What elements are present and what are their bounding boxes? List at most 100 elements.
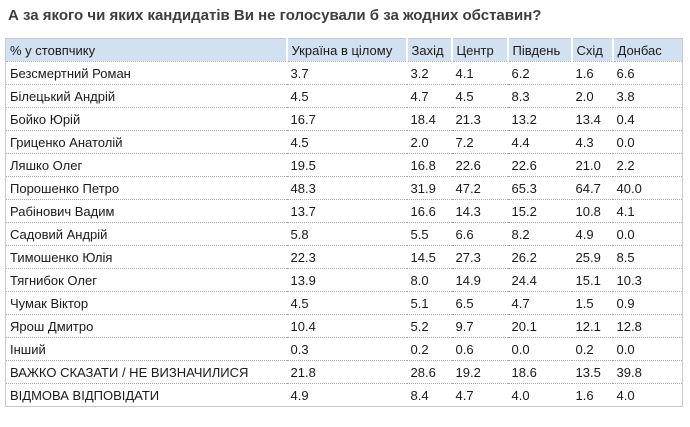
value-cell: 6.2 (511, 65, 530, 81)
value-cell: 0.2 (575, 341, 594, 357)
value-cell: 4.7 (455, 387, 474, 403)
column-header-south: Південь (506, 38, 572, 62)
table-row: Ярош Дмитро 10.4 5.2 9.7 20.1 12.1 12.8 (5, 315, 683, 338)
value-cell: 5.1 (410, 295, 429, 311)
value-cell: 5.8 (290, 226, 309, 242)
value-cell: 1.6 (575, 65, 594, 81)
value-cell: 0.0 (616, 226, 635, 242)
value-cell: 9.7 (455, 318, 474, 334)
value-cell: 18.6 (511, 364, 537, 380)
value-cell: 18.4 (410, 111, 436, 127)
value-cell: 10.3 (616, 272, 642, 288)
candidate-name-cell: Чумак Віктор (10, 295, 89, 311)
candidate-name-cell: Ляшко Олег (10, 157, 83, 173)
value-cell: 3.2 (410, 65, 429, 81)
value-cell: 8.5 (616, 249, 635, 265)
table-row: Інший 0.3 0.2 0.6 0.0 0.2 0.0 (5, 338, 683, 361)
candidate-name-cell: Бойко Юрій (10, 111, 81, 127)
value-cell: 4.5 (290, 134, 309, 150)
value-cell: 4.3 (575, 134, 594, 150)
value-cell: 0.4 (616, 111, 635, 127)
value-cell: 47.2 (455, 180, 481, 196)
column-header-ukraine-total: Україна в цілому (285, 38, 407, 62)
value-cell: 31.9 (410, 180, 436, 196)
corner-header-percent-in-column: % у стовпчику (5, 38, 287, 62)
value-cell: 14.5 (410, 249, 436, 265)
value-cell: 4.1 (455, 65, 474, 81)
value-cell: 2.0 (575, 88, 594, 104)
table-row: Тягнибок Олег 13.9 8.0 14.9 24.4 15.1 10.3 (5, 269, 683, 292)
value-cell: 4.5 (290, 295, 309, 311)
value-cell: 5.2 (410, 318, 429, 334)
value-cell: 64.7 (575, 180, 601, 196)
value-cell: 21.8 (290, 364, 316, 380)
value-cell: 4.7 (511, 295, 530, 311)
candidate-name-cell: Безсмертний Роман (10, 65, 131, 81)
candidate-name-cell: ВІДМОВА ВІДПОВІДАТИ (10, 387, 160, 403)
value-cell: 27.3 (455, 249, 481, 265)
page-title: А за якого чи яких кандидатів Ви не голо… (8, 7, 542, 24)
value-cell: 65.3 (511, 180, 537, 196)
value-cell: 4.1 (616, 203, 635, 219)
candidate-name-cell: Білецький Андрій (10, 88, 116, 104)
value-cell: 15.2 (511, 203, 537, 219)
table-row: ВАЖКО СКАЗАТИ / НЕ ВИЗНАЧИЛИСЯ 21.8 28.6 19… (5, 361, 683, 384)
table-header-row: % у стовпчику Україна в цілому Захід Цен… (5, 38, 683, 62)
value-cell: 10.4 (290, 318, 316, 334)
value-cell: 22.6 (455, 157, 481, 173)
value-cell: 3.8 (616, 88, 635, 104)
value-cell: 7.2 (455, 134, 474, 150)
candidate-name-cell: Рабінович Вадим (10, 203, 115, 219)
value-cell: 12.8 (616, 318, 642, 334)
table-row: Бойко Юрій 16.7 18.4 21.3 13.2 13.4 0.4 (5, 108, 683, 131)
value-cell: 6.5 (455, 295, 474, 311)
value-cell: 0.0 (616, 134, 635, 150)
value-cell: 16.8 (410, 157, 436, 173)
candidate-name-cell: Інший (10, 341, 46, 357)
candidate-name-cell: Тимошенко Юлія (10, 249, 113, 265)
value-cell: 0.0 (511, 341, 530, 357)
table-row: Безсмертний Роман 3.7 3.2 4.1 6.2 1.6 6.6 (5, 62, 683, 85)
table-row: Чумак Віктор 4.5 5.1 6.5 4.7 1.5 0.9 (5, 292, 683, 315)
value-cell: 13.7 (290, 203, 316, 219)
table-row: Порошенко Петро 48.3 31.9 47.2 65.3 64.7 40.0 (5, 177, 683, 200)
column-header-donbas: Донбас (611, 38, 683, 62)
value-cell: 2.0 (410, 134, 429, 150)
value-cell: 10.8 (575, 203, 601, 219)
value-cell: 6.6 (455, 226, 474, 242)
candidate-name-cell: Гриценко Анатолій (10, 134, 123, 150)
value-cell: 8.4 (410, 387, 429, 403)
candidate-name-cell: Ярош Дмитро (10, 318, 94, 334)
value-cell: 26.2 (511, 249, 537, 265)
value-cell: 4.4 (511, 134, 530, 150)
value-cell: 13.2 (511, 111, 537, 127)
value-cell: 19.2 (455, 364, 481, 380)
table-row: Ляшко Олег 19.5 16.8 22.6 22.6 21.0 2.2 (5, 154, 683, 177)
candidate-name-cell: Тягнибок Олег (10, 272, 97, 288)
value-cell: 25.9 (575, 249, 601, 265)
value-cell: 13.4 (575, 111, 601, 127)
candidate-name-cell: ВАЖКО СКАЗАТИ / НЕ ВИЗНАЧИЛИСЯ (10, 364, 249, 380)
value-cell: 22.6 (511, 157, 537, 173)
candidate-name-cell: Садовий Андрій (10, 226, 108, 242)
value-cell: 0.2 (410, 341, 429, 357)
value-cell: 12.1 (575, 318, 601, 334)
value-cell: 14.9 (455, 272, 481, 288)
table-body: Безсмертний Роман 3.7 3.2 4.1 6.2 1.6 6.6 Білец… (5, 62, 683, 407)
value-cell: 0.6 (455, 341, 474, 357)
table-row: Садовий Андрій 5.8 5.5 6.6 8.2 4.9 0.0 (5, 223, 683, 246)
table-row: Білецький Андрій 4.5 4.7 4.5 8.3 2.0 3.8 (5, 85, 683, 108)
value-cell: 20.1 (511, 318, 537, 334)
value-cell: 0.3 (290, 341, 309, 357)
value-cell: 19.5 (290, 157, 316, 173)
table-row: ВІДМОВА ВІДПОВІДАТИ 4.9 8.4 4.7 4.0 1.6 4.0 (6, 384, 683, 407)
value-cell: 4.0 (616, 387, 635, 403)
value-cell: 0.9 (616, 295, 635, 311)
value-cell: 16.7 (290, 111, 316, 127)
value-cell: 22.3 (290, 249, 316, 265)
value-cell: 13.9 (290, 272, 316, 288)
table-row: Тимошенко Юлія 22.3 14.5 27.3 26.2 25.9 8.5 (5, 246, 683, 269)
value-cell: 24.4 (511, 272, 537, 288)
value-cell: 14.3 (455, 203, 481, 219)
value-cell: 4.7 (410, 88, 429, 104)
